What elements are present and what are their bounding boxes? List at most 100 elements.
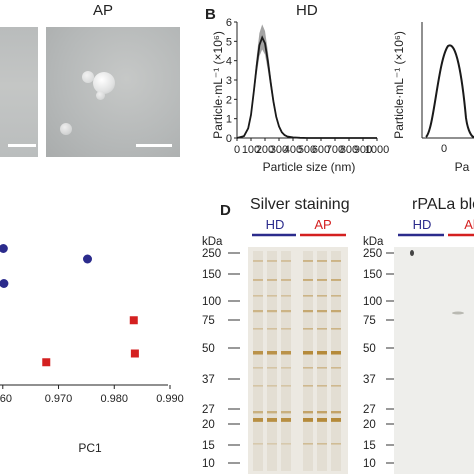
label-ap: AP (93, 2, 114, 19)
silver-band (253, 351, 263, 355)
silver-band (303, 260, 313, 262)
x-tick-label: 100 (242, 144, 260, 156)
silver-band (331, 385, 341, 387)
silver-band (317, 418, 327, 422)
kda-label: 150 (202, 269, 221, 281)
y-tick-label: 3 (226, 75, 232, 87)
kda-header: kDa (202, 236, 223, 248)
silver-band (267, 351, 277, 355)
x-tick-label: 800 (340, 144, 358, 156)
kda-label-blot: 20 (363, 419, 376, 431)
blot-title: rPALa blo (412, 196, 474, 213)
x-tick-label: 400 (284, 144, 302, 156)
blot-spot (410, 250, 414, 256)
silver-lane (331, 251, 341, 471)
silver-band (281, 385, 291, 387)
silver-band (303, 418, 313, 422)
silver-band (281, 411, 291, 414)
silver-band (331, 328, 341, 330)
silver-band (267, 310, 277, 313)
silver-lane (281, 251, 291, 471)
pca-point-hd (83, 254, 93, 264)
pca-point-ap (130, 349, 139, 358)
kda-label: 50 (202, 343, 215, 355)
pca-x-axis-label: PC1 (78, 441, 102, 455)
silver-band (281, 295, 291, 297)
kda-label: 100 (202, 296, 221, 308)
silver-band (267, 367, 277, 369)
kda-label: 75 (202, 315, 215, 327)
silver-band (267, 443, 277, 445)
pca-x-tick-label: 0.980 (100, 393, 128, 405)
kda-label: 250 (202, 248, 221, 260)
silver-band (317, 310, 327, 313)
x-tick-label: 200 (256, 144, 274, 156)
x-axis-label-right: Pa (455, 160, 470, 174)
kda-label-blot: 37 (363, 374, 376, 386)
silver-lanes (253, 251, 341, 471)
silver-band (267, 260, 277, 262)
scale-bar-hd (8, 144, 36, 147)
x-tick-label: 1000 (365, 144, 389, 156)
silver-band (253, 418, 263, 422)
kda-label-blot: 250 (363, 248, 382, 260)
pca-point-hd (0, 244, 8, 253)
kda-label-blot: 10 (363, 458, 376, 470)
silver-band (317, 279, 327, 281)
silver-band (317, 328, 327, 330)
silver-band (253, 411, 263, 414)
silver-band (317, 443, 327, 445)
silver-band (253, 260, 263, 262)
kda-label: 10 (202, 458, 215, 470)
x-tick-label: 700 (326, 144, 344, 156)
silver-band (303, 279, 313, 281)
kda-label-blot: 15 (363, 440, 376, 452)
y-axis-label-right: Particle·mL⁻¹ (×10⁶) (392, 31, 406, 139)
silver-band (303, 295, 313, 297)
y-tick-label: 1 (226, 114, 232, 126)
silver-band (281, 260, 291, 262)
blot-membrane (394, 247, 474, 474)
x-tick-label: 900 (354, 144, 372, 156)
gels: HD AP HD Al kDa kDa 250 150 100 75 50 37 27 20 1… (202, 217, 474, 474)
x-tick-label: 500 (298, 144, 316, 156)
group-label-ap-blot: Al (464, 217, 474, 232)
x-tick-label: 600 (312, 144, 330, 156)
panel-letter-d: D (220, 202, 231, 219)
silver-band (331, 351, 341, 355)
nta-curve-right (425, 44, 474, 138)
silver-band (331, 443, 341, 445)
silver-lane (253, 251, 263, 471)
group-label-hd: HD (266, 217, 285, 232)
y-tick-label: 5 (226, 36, 232, 48)
silver-band (331, 411, 341, 414)
silver-staining-title: Silver staining (250, 196, 350, 213)
silver-band (281, 418, 291, 422)
pca-point-ap (42, 358, 51, 367)
silver-band (303, 367, 313, 369)
silver-band (253, 443, 263, 445)
x-axis-label: Particle size (nm) (263, 160, 356, 174)
silver-band (331, 295, 341, 297)
panel-letter-b: B (205, 6, 216, 23)
kda-ladder-blot: 250 150 100 75 50 37 27 20 15 10 (363, 248, 394, 470)
silver-band (267, 295, 277, 297)
pca-axes: 960 0.970 0.980 0.990 (0, 384, 184, 405)
silver-band (253, 310, 263, 313)
silver-band (267, 385, 277, 387)
chart-title-hd: HD (296, 2, 318, 19)
silver-band (281, 279, 291, 281)
silver-band (317, 367, 327, 369)
tick-label: 0 (441, 143, 447, 155)
silver-band (281, 367, 291, 369)
kda-label: 15 (202, 440, 215, 452)
kda-ladder-silver: 250 150 100 75 50 37 27 20 15 10 (202, 248, 240, 470)
nta-error-band (237, 24, 377, 138)
nta-chart-right-partial: Particle·mL⁻¹ (×10⁶) 0 Pa (392, 22, 474, 174)
silver-band (303, 411, 313, 414)
nta-plot-area (236, 24, 377, 139)
silver-band (303, 351, 313, 355)
pca-x-tick-label: 0.990 (156, 393, 184, 405)
